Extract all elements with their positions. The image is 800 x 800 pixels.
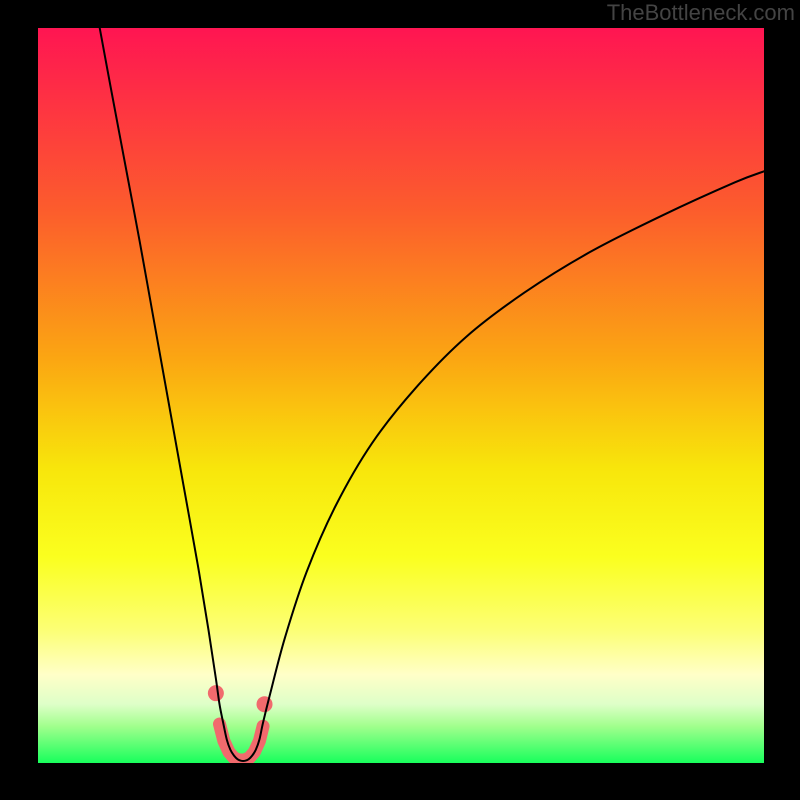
trough-dot bbox=[208, 685, 224, 701]
plot-background bbox=[38, 28, 764, 763]
chart-root: TheBottleneck.com bbox=[0, 0, 800, 800]
chart-svg bbox=[0, 0, 800, 800]
trough-dot bbox=[257, 696, 273, 712]
watermark-text: TheBottleneck.com bbox=[607, 0, 795, 26]
